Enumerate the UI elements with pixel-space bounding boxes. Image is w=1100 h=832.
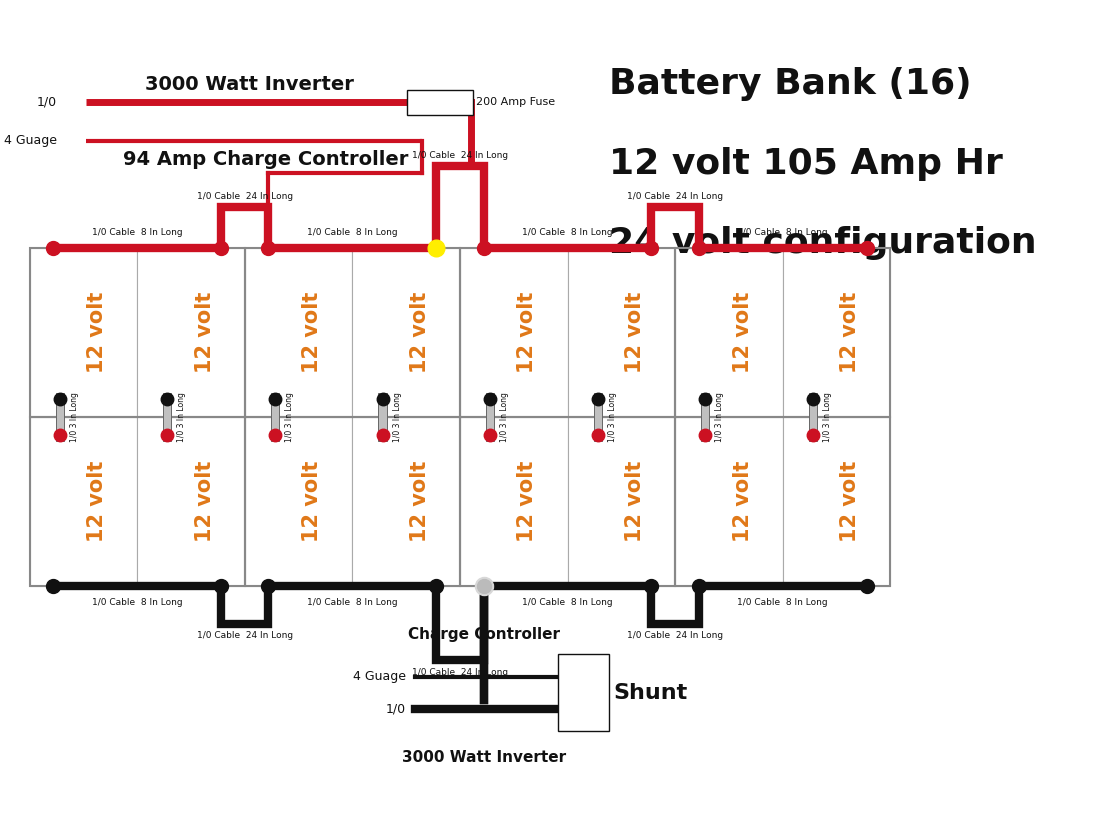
Text: 4 Guage: 4 Guage (353, 671, 406, 683)
Text: 1/0 Cable  24 In Long: 1/0 Cable 24 In Long (411, 151, 508, 160)
Bar (245, 248, 460, 417)
Text: 1/0 Cable  8 In Long: 1/0 Cable 8 In Long (92, 598, 183, 607)
Bar (460, 417, 675, 586)
Text: 1/0 Cable  8 In Long: 1/0 Cable 8 In Long (522, 228, 613, 237)
Text: 12 volt: 12 volt (733, 461, 752, 542)
Text: 12 volt 105 Amp Hr: 12 volt 105 Amp Hr (609, 146, 1003, 181)
Text: 1/0 3 In Long: 1/0 3 In Long (715, 392, 725, 442)
Bar (245, 417, 352, 586)
Text: 12 volt: 12 volt (87, 461, 107, 542)
Text: 3000 Watt Inverter: 3000 Watt Inverter (145, 75, 354, 94)
Bar (460, 417, 568, 586)
Text: 24 volt configuration: 24 volt configuration (609, 226, 1036, 260)
Text: 1/0 Cable  24 In Long: 1/0 Cable 24 In Long (411, 667, 508, 676)
Bar (675, 248, 783, 417)
Bar (460, 248, 675, 417)
Text: 12 volt: 12 volt (625, 461, 645, 542)
Bar (407, 90, 473, 115)
Bar (783, 248, 890, 417)
Text: Battery Bank (16): Battery Bank (16) (609, 67, 971, 101)
Text: 12 volt: 12 volt (87, 292, 107, 374)
Bar (675, 417, 783, 586)
Text: 12 volt: 12 volt (840, 292, 860, 374)
Bar (378, 394, 386, 441)
Text: 12 volt: 12 volt (625, 292, 645, 374)
Text: 1/0 3 In Long: 1/0 3 In Long (70, 392, 79, 442)
Text: 1/0: 1/0 (37, 96, 57, 109)
Text: 12 volt: 12 volt (733, 292, 752, 374)
Text: 1/0 3 In Long: 1/0 3 In Long (393, 392, 402, 442)
Bar (352, 248, 460, 417)
Bar (701, 394, 710, 441)
Text: 12 volt: 12 volt (410, 461, 430, 542)
Bar (352, 417, 460, 586)
Text: 1/0 3 In Long: 1/0 3 In Long (823, 392, 832, 442)
Bar (56, 394, 64, 441)
Bar (594, 394, 602, 441)
Text: 12 volt: 12 volt (302, 292, 322, 374)
Text: 1/0 Cable  24 In Long: 1/0 Cable 24 In Long (627, 631, 723, 640)
Text: 1/0 Cable  8 In Long: 1/0 Cable 8 In Long (307, 228, 398, 237)
Text: 12 volt: 12 volt (302, 461, 322, 542)
Bar (138, 248, 245, 417)
Bar (138, 417, 245, 586)
Text: 1/0 Cable  24 In Long: 1/0 Cable 24 In Long (197, 192, 293, 201)
Text: 1/0 Cable  8 In Long: 1/0 Cable 8 In Long (737, 228, 828, 237)
Bar (163, 394, 172, 441)
Bar (271, 394, 279, 441)
Text: 200 Amp Fuse: 200 Amp Fuse (476, 97, 556, 107)
Bar (675, 248, 890, 417)
Text: 4 Guage: 4 Guage (4, 134, 57, 147)
Text: 1/0 Cable  24 In Long: 1/0 Cable 24 In Long (627, 192, 723, 201)
Text: 1/0 3 In Long: 1/0 3 In Long (500, 392, 509, 442)
Bar (783, 417, 890, 586)
Text: 1/0 3 In Long: 1/0 3 In Long (608, 392, 617, 442)
Text: 1/0 Cable  8 In Long: 1/0 Cable 8 In Long (307, 598, 398, 607)
Text: 1/0 3 In Long: 1/0 3 In Long (285, 392, 294, 442)
Text: 12 volt: 12 volt (840, 461, 860, 542)
Text: 1/0 Cable  8 In Long: 1/0 Cable 8 In Long (92, 228, 183, 237)
Bar (675, 417, 890, 586)
Bar (568, 248, 675, 417)
Text: 3000 Watt Inverter: 3000 Watt Inverter (402, 750, 565, 765)
Bar (486, 394, 494, 441)
Text: Shunt: Shunt (613, 683, 688, 703)
Text: 12 volt: 12 volt (517, 292, 538, 374)
Bar (559, 654, 608, 731)
Text: 1/0 Cable  8 In Long: 1/0 Cable 8 In Long (522, 598, 613, 607)
Bar (568, 417, 675, 586)
Text: 12 volt: 12 volt (195, 461, 214, 542)
Text: 12 volt: 12 volt (195, 292, 214, 374)
Text: 1/0 Cable  24 In Long: 1/0 Cable 24 In Long (197, 631, 293, 640)
Bar (808, 394, 817, 441)
Text: 12 volt: 12 volt (410, 292, 430, 374)
Bar (30, 417, 245, 586)
Bar (460, 248, 568, 417)
Text: 12 volt: 12 volt (517, 461, 538, 542)
Bar (30, 417, 138, 586)
Bar (245, 417, 460, 586)
Bar (30, 248, 138, 417)
Bar (30, 248, 245, 417)
Text: 1/0 Cable  8 In Long: 1/0 Cable 8 In Long (737, 598, 828, 607)
Bar (245, 248, 352, 417)
Text: 94 Amp Charge Controller: 94 Amp Charge Controller (123, 150, 408, 169)
Text: 1/0: 1/0 (386, 702, 406, 716)
Text: Charge Controller: Charge Controller (408, 627, 560, 642)
Text: 1/0 3 In Long: 1/0 3 In Long (177, 392, 187, 442)
